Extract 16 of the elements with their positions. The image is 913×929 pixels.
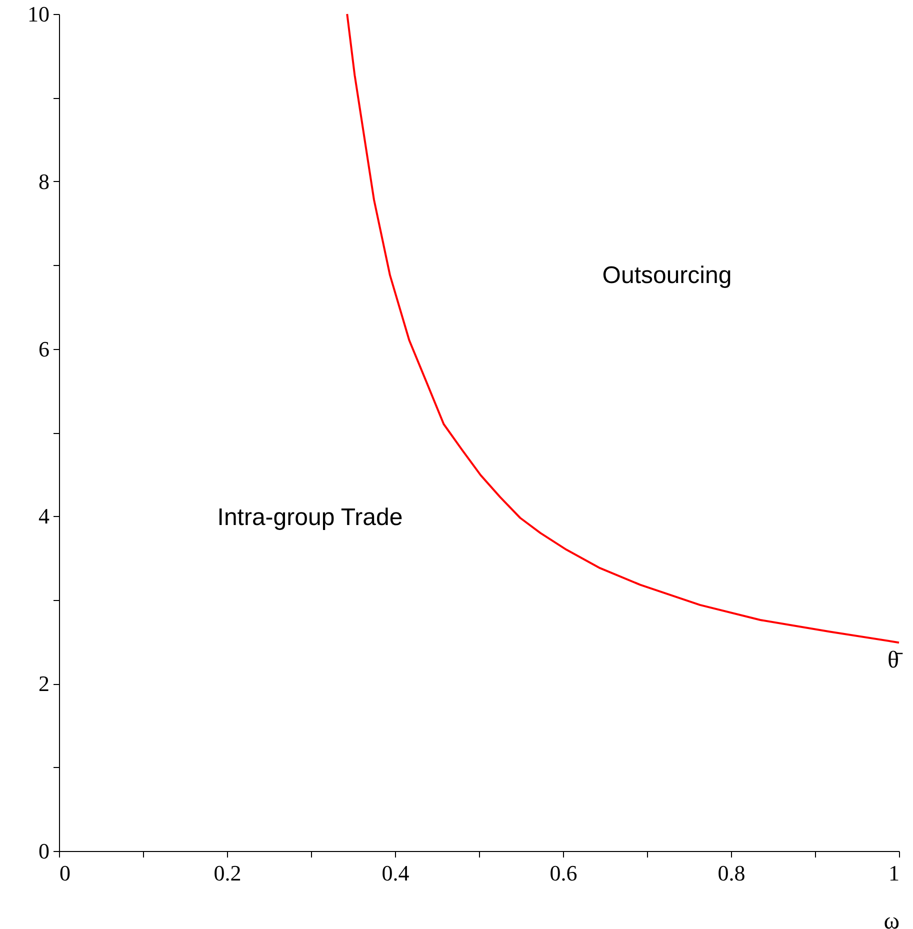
y-tick-label: 8	[38, 168, 50, 194]
y-tick-label: 2	[38, 671, 50, 696]
annotation: Outsourcing	[602, 262, 732, 289]
series-label: θ̄	[888, 648, 903, 674]
x-tick-label: 0.6	[550, 860, 578, 886]
y-tick-label: 4	[38, 504, 50, 529]
x-tick-label: 0.2	[214, 860, 242, 886]
x-tick-label: 0.4	[382, 860, 410, 886]
x-axis-title: ω	[884, 908, 900, 929]
y-tick-label: 6	[38, 336, 50, 362]
annotation: Intra-group Trade	[217, 504, 403, 531]
y-tick-label: 10	[28, 2, 50, 26]
x-tick-label: 0.8	[718, 860, 746, 886]
x-tick-label: 0	[60, 860, 70, 886]
y-tick-label: 0	[38, 838, 50, 864]
x-tick-label: 1	[888, 860, 900, 886]
